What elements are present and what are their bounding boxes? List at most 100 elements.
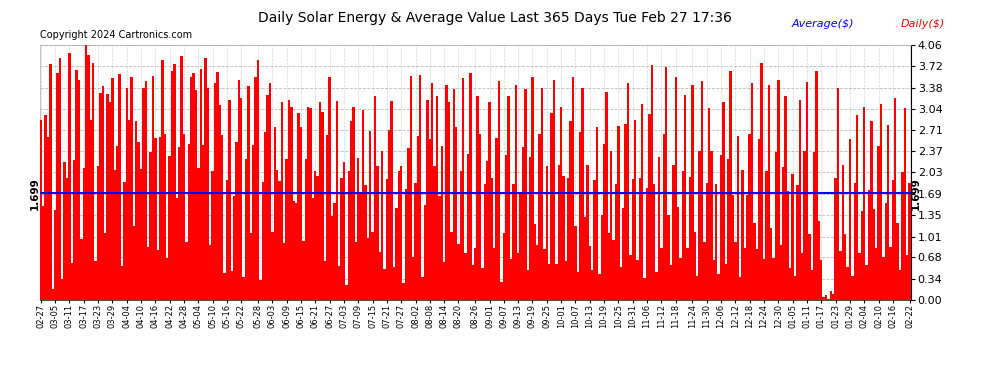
Bar [264, 132, 266, 300]
Bar [892, 180, 894, 300]
Bar [591, 270, 593, 300]
Bar [309, 108, 312, 300]
Bar [204, 58, 207, 300]
Bar [689, 177, 691, 300]
Bar [300, 127, 302, 300]
Bar [195, 90, 197, 300]
Bar [371, 232, 374, 300]
Bar [498, 81, 500, 300]
Bar [302, 241, 305, 300]
Bar [297, 113, 300, 300]
Bar [698, 151, 701, 300]
Bar [288, 100, 290, 300]
Bar [419, 75, 422, 300]
Bar [660, 249, 662, 300]
Bar [743, 249, 746, 300]
Bar [82, 168, 85, 300]
Bar [295, 202, 297, 300]
Bar [80, 239, 82, 300]
Bar [677, 207, 679, 300]
Bar [171, 71, 173, 300]
Bar [517, 253, 520, 300]
Bar [321, 112, 324, 300]
Bar [515, 85, 517, 300]
Bar [674, 77, 677, 300]
Bar [682, 171, 684, 300]
Bar [691, 85, 694, 300]
Bar [486, 161, 488, 300]
Bar [133, 226, 135, 300]
Bar [278, 181, 281, 300]
Bar [560, 106, 562, 300]
Bar [880, 104, 882, 300]
Bar [488, 102, 491, 300]
Bar [863, 106, 865, 300]
Bar [439, 196, 441, 300]
Bar [447, 102, 450, 300]
Bar [622, 208, 625, 300]
Bar [285, 159, 288, 300]
Bar [723, 102, 725, 300]
Bar [441, 146, 443, 300]
Bar [256, 60, 259, 300]
Bar [446, 85, 447, 300]
Bar [415, 183, 417, 300]
Bar [156, 251, 159, 300]
Bar [840, 251, 842, 300]
Bar [185, 242, 187, 300]
Bar [777, 80, 779, 300]
Bar [361, 110, 364, 300]
Text: Copyright 2024 Cartronics.com: Copyright 2024 Cartronics.com [40, 30, 192, 40]
Bar [104, 233, 107, 300]
Bar [85, 45, 87, 300]
Bar [906, 255, 909, 300]
Bar [393, 267, 395, 300]
Bar [149, 152, 151, 300]
Bar [625, 123, 627, 300]
Bar [610, 150, 613, 300]
Bar [233, 196, 236, 300]
Bar [634, 120, 637, 300]
Bar [825, 295, 828, 300]
Bar [816, 71, 818, 300]
Bar [469, 73, 471, 300]
Bar [405, 189, 407, 300]
Bar [400, 166, 402, 300]
Bar [500, 282, 503, 300]
Bar [324, 261, 326, 300]
Bar [219, 105, 221, 300]
Bar [390, 101, 393, 300]
Bar [796, 185, 799, 300]
Bar [589, 246, 591, 300]
Bar [166, 258, 168, 300]
Bar [657, 157, 660, 300]
Bar [147, 247, 149, 300]
Bar [228, 100, 231, 300]
Bar [455, 127, 457, 300]
Bar [755, 249, 758, 300]
Bar [66, 177, 68, 300]
Bar [564, 261, 567, 300]
Bar [758, 139, 760, 300]
Bar [665, 67, 667, 300]
Bar [357, 158, 359, 300]
Bar [241, 98, 243, 300]
Bar [601, 215, 603, 300]
Bar [42, 206, 45, 300]
Bar [715, 184, 718, 300]
Bar [47, 137, 50, 300]
Bar [354, 242, 357, 300]
Bar [349, 121, 352, 300]
Bar [483, 184, 486, 300]
Bar [68, 53, 70, 300]
Bar [527, 270, 529, 300]
Bar [767, 85, 770, 300]
Bar [548, 264, 550, 300]
Bar [450, 231, 452, 300]
Bar [123, 182, 126, 300]
Bar [772, 258, 775, 300]
Bar [860, 211, 863, 300]
Bar [276, 170, 278, 300]
Bar [381, 150, 383, 300]
Bar [534, 224, 536, 300]
